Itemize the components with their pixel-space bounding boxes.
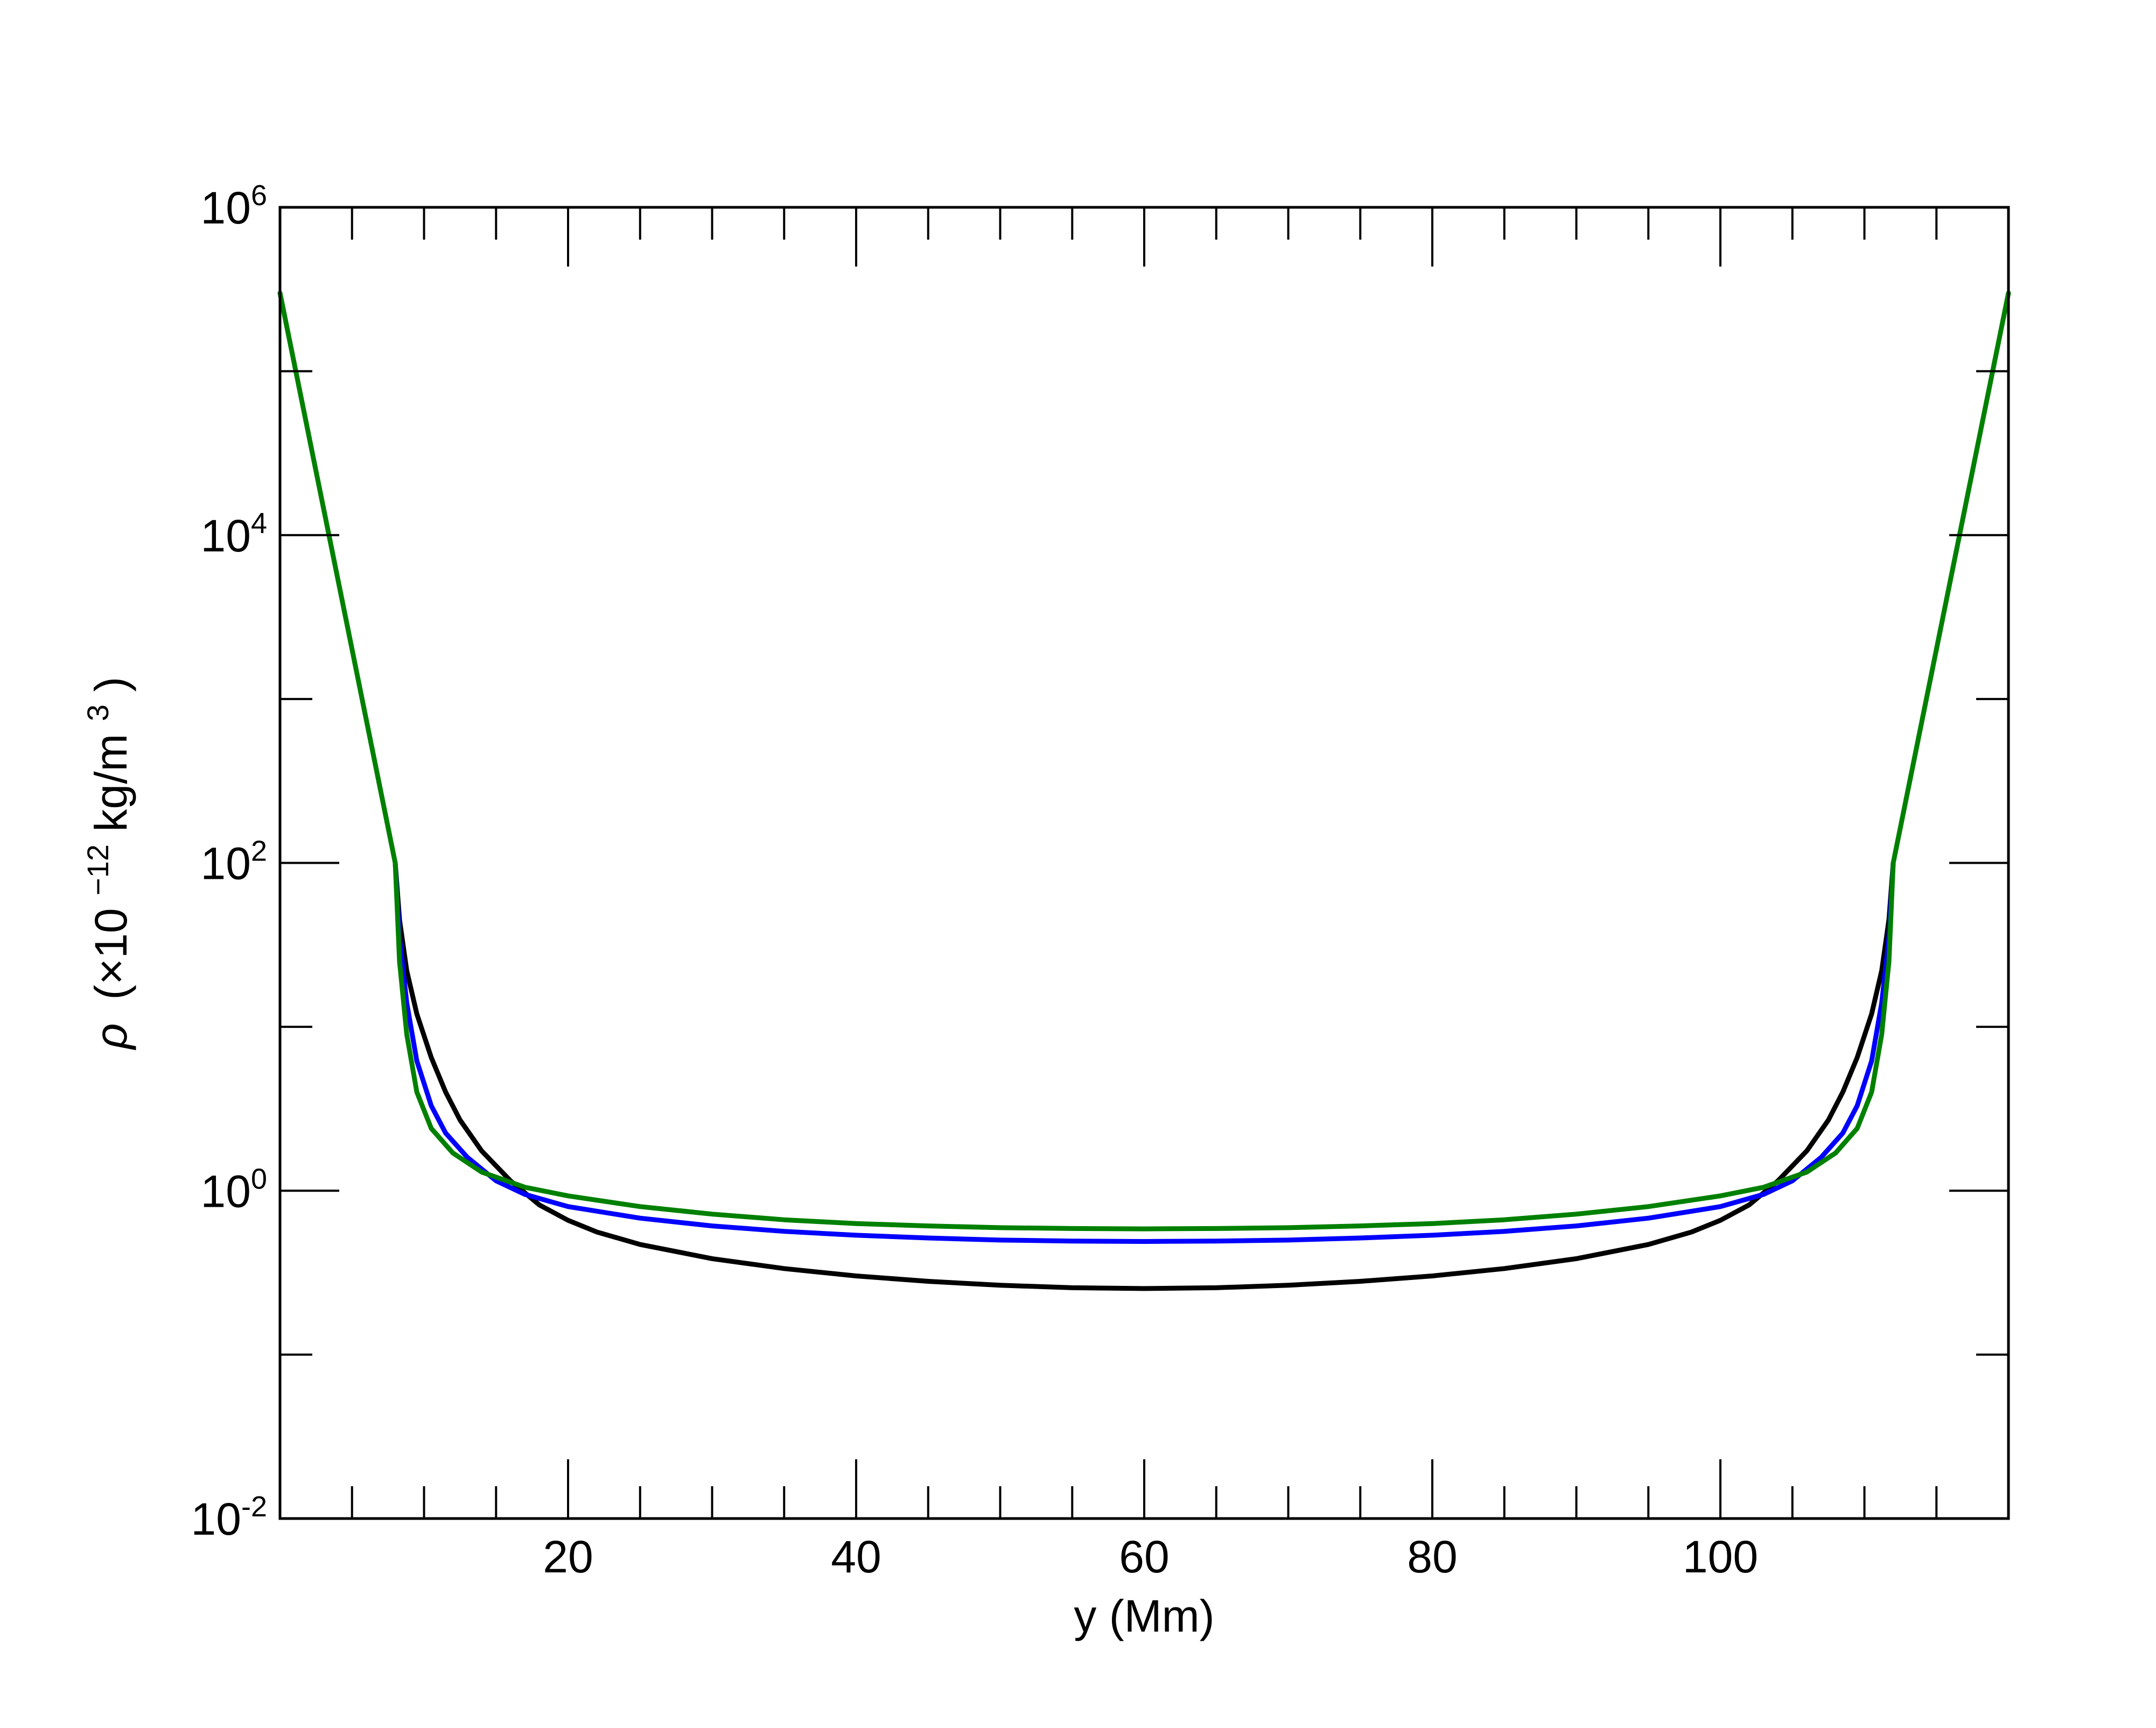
- y-tick-label-exponent: 2: [251, 835, 267, 868]
- y-tick-label-base: 10: [201, 1166, 251, 1216]
- y-axis-title-symbol: ρ: [86, 1023, 136, 1051]
- y-tick-label-exponent: 4: [251, 507, 267, 540]
- y-axis-title-unit-exponent: 3: [81, 704, 115, 721]
- y-axis-title: ρ (×10 −12 kg/m 3 ): [67, 677, 136, 1051]
- x-tick-label: 40: [831, 1531, 881, 1582]
- x-tick-label: 60: [1119, 1531, 1169, 1582]
- y-tick-label: 10-2: [191, 1491, 267, 1544]
- y-tick-label: 102: [201, 835, 267, 889]
- y-axis-title-exponent: −12: [81, 844, 115, 896]
- series-line-blue: [393, 860, 1896, 1244]
- series-layer: [277, 290, 2011, 1291]
- y-tick-label-exponent: 0: [251, 1163, 267, 1195]
- x-tick-label: 20: [543, 1531, 593, 1582]
- series-line-green: [277, 290, 2011, 1232]
- plot-frame: [278, 206, 2010, 1520]
- x-tick-label: 80: [1407, 1531, 1457, 1582]
- y-tick-label: 100: [201, 1163, 267, 1216]
- series-line-black: [393, 860, 1896, 1291]
- y-tick-label-base: 10: [191, 1494, 241, 1544]
- y-tick-label-base: 10: [201, 838, 251, 889]
- y-tick-label-exponent: 6: [251, 179, 267, 212]
- y-axis-title-open: (×10: [86, 908, 136, 999]
- y-tick-label-base: 10: [201, 510, 251, 561]
- y-tick-label: 104: [201, 507, 267, 561]
- x-tick-label: 100: [1683, 1531, 1758, 1582]
- y-tick-label: 106: [201, 179, 267, 233]
- y-axis-title-unit: kg/m: [86, 734, 136, 832]
- y-axis-title-close: ): [86, 677, 136, 692]
- x-axis-title: y (Mm): [1074, 1591, 1214, 1641]
- y-tick-label-base: 10: [201, 183, 251, 233]
- y-tick-label-exponent: -2: [241, 1491, 267, 1523]
